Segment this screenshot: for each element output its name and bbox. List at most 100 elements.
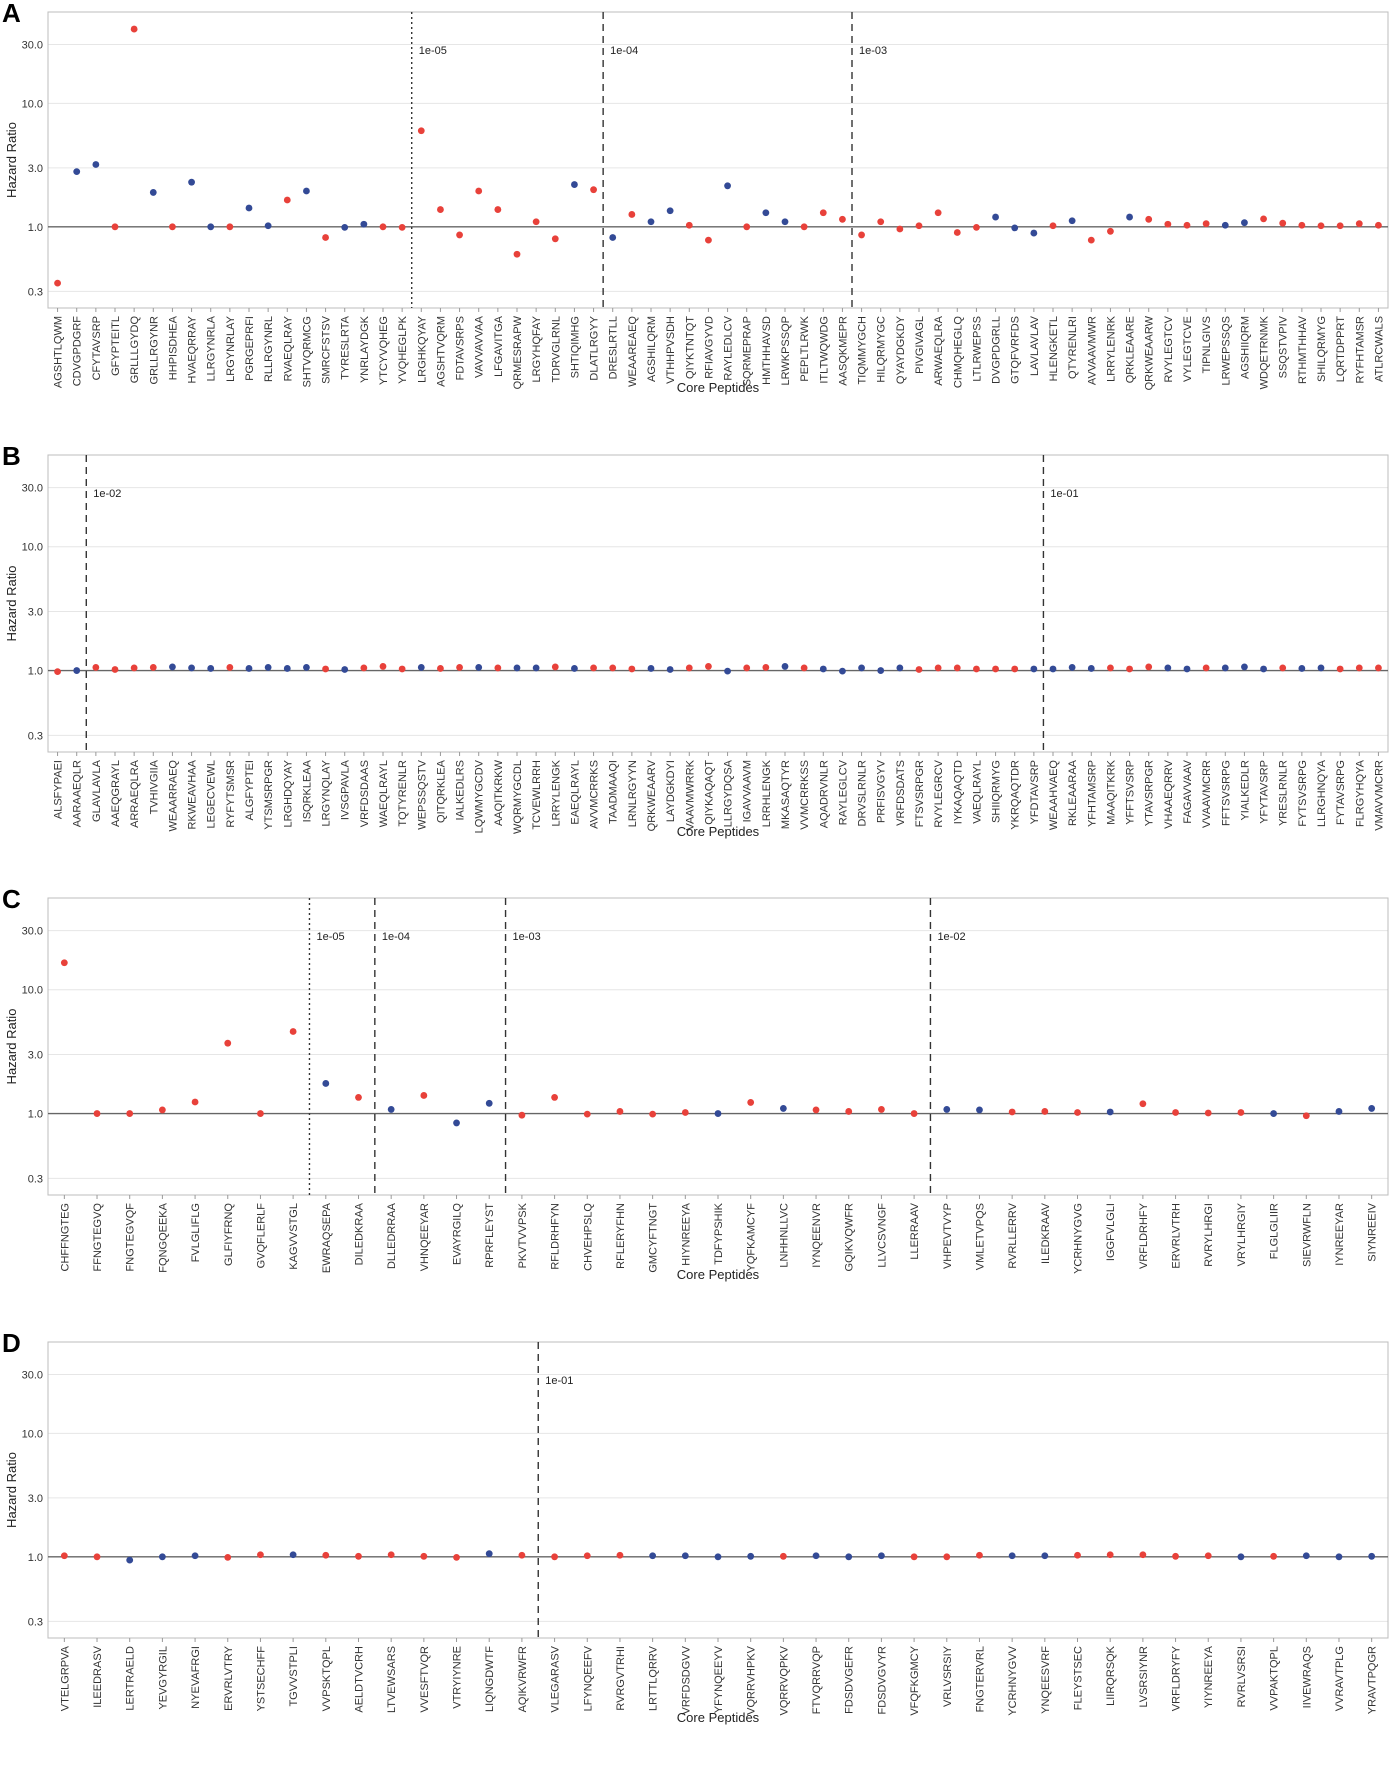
x-tick-label: WEAAHVAEQ [1048,760,1060,831]
y-axis-title: Hazard Ratio [4,122,19,198]
x-tick-label: LRWEPSSQS [1220,316,1232,386]
x-tick-label: LAYDGKDYI [665,760,677,822]
x-tick-label: EWRAQSEPA [321,1202,333,1273]
data-point-gvqflerlf [257,1110,264,1117]
x-tick-label: IYNQEENVR [811,1203,823,1268]
data-point-pgrgeprfi [245,204,253,212]
data-point-lrwepssqs [1221,221,1229,229]
data-point-ycrhnygvv [1008,1552,1016,1560]
data-point-vrfldrhfy [1139,1100,1147,1108]
data-point-vmletvpqs [976,1106,983,1114]
data-point-vhnqeeyar [420,1092,428,1099]
x-tick-label: SHTIQIMHG [569,316,581,378]
x-tick-label: VRLVSRSIY [942,1645,954,1707]
data-point-fngtervrl [976,1551,983,1559]
data-point-flglgliir [1270,1110,1278,1117]
x-tick-label: GQIKVQWFR [844,1203,856,1272]
data-point-vrfldryfy [1172,1552,1179,1560]
data-point-hhpisdhea [169,223,176,231]
threshold-label: 1e-04 [382,931,410,943]
x-tick-label: ATLRCWALS [1373,316,1385,382]
x-tick-label: PKVTVVPSK [517,1202,529,1268]
data-point-qrkweaarv [647,665,655,672]
x-tick-label: FNGTERVRL [974,1646,986,1712]
data-point-ycrhnygvg [1074,1109,1081,1116]
data-point-shilqrmyg [1317,222,1325,230]
x-tick-label: VHNQEEYAR [419,1203,431,1271]
x-tick-label: YNQEESVRF [1040,1646,1052,1714]
x-tick-label: FVLGLIFLG [190,1203,202,1262]
data-point-vvmcrrkss [800,664,808,672]
x-tick-label: QRKLEAARE [1125,316,1137,383]
y-axis-title: Hazard Ratio [4,1452,19,1528]
x-tick-label: ARRAEQLRA [129,759,141,828]
x-tick-label: QRKWEAARW [1144,315,1156,390]
data-point-vrlvsrsiy [943,1553,951,1561]
data-point-chvehpslq [583,1110,591,1118]
data-point-rayleglcv [839,667,846,675]
data-point-atlrcwals [1375,221,1382,229]
data-point-lrghkqyay [417,127,425,135]
data-point-avvmcrrks [590,664,597,672]
y-tick-label: 1.0 [28,666,43,678]
data-point-glavlavla [92,664,100,671]
x-tick-label: TIQMMYGCH [857,316,869,384]
x-tick-label: SMRCFSTSV [321,315,333,384]
data-point-yfftsvsrp [1126,665,1133,673]
data-point-tqtyrenlr [398,665,406,673]
y-tick-label: 10.0 [22,98,43,110]
x-tick-label: YIALKEDLR [1239,760,1251,821]
data-point-ytcyvqheg [379,223,387,231]
data-point-rkweavhaa [188,664,195,672]
data-point-ileedrasv [93,1553,101,1561]
data-point-iledkraav [1041,1108,1049,1115]
x-tick-label: QTYRENLRI [1067,316,1079,379]
x-tick-label: VTHHPVSDH [665,316,677,384]
data-point-rkleaaraa [1068,664,1076,671]
data-point-arraeqlra [130,664,138,672]
x-tick-label: VTELGRPVA [59,1645,71,1711]
data-point-vmavvmcrr [1375,664,1382,672]
data-point-lfynqeefv [583,1552,591,1560]
data-point-grllrgynr [149,189,157,196]
data-point-lrnlrgyyn [628,665,636,673]
data-point-aqikvrwfr [518,1551,526,1559]
data-point-hmthhavsd [762,209,770,217]
data-point-lrgyhqfay [532,218,540,226]
x-tick-label: RVYLEGRCV [933,759,945,827]
data-point-qiyktntqt [685,221,693,229]
data-point-chmqheglq [953,229,961,236]
x-tick-label: LFYNQEEFV [582,1645,594,1711]
data-point-yravtpqgr [1368,1552,1376,1560]
data-point-aaraaeqlr [73,667,81,674]
data-point-vtryiynre [453,1553,460,1561]
data-point-aaqitkrkw [494,664,502,672]
x-tick-label: FNGTEGVQF [125,1203,137,1272]
data-point-itltwqwdg [819,209,827,217]
threshold-label: 1e-03 [859,45,887,57]
data-point-lertraeld [126,1556,134,1564]
data-point-vrfdsdgvv [681,1552,689,1560]
data-point-flrgyhqya [1355,664,1363,672]
x-tick-label: RFLDRHFYN [550,1203,562,1270]
x-tick-label: VAAVMWRRK [684,759,696,830]
x-tick-label: YVQHEGLPK [397,315,409,384]
data-point-llrghnqya [1317,664,1325,672]
y-tick-label: 30.0 [22,1369,43,1381]
x-tick-label: VHAAEQRRV [1163,759,1175,829]
x-tick-label: RVRYLHRGI [1203,1203,1215,1267]
x-tick-label: GLAVLAVLA [91,759,103,822]
x-tick-label: AGSHILQRM [646,316,658,382]
data-point-hvaeqrray [188,178,195,186]
data-point-sqrmeprap [743,223,751,231]
data-point-legecvewl [207,665,215,672]
panel-letter: D [2,1328,21,1358]
data-point-taadmaaqi [609,664,617,672]
x-tick-label: YQFKAMCYF [746,1203,758,1272]
x-tick-label: EAEQLRAYL [569,760,581,825]
x-tick-label: GVQFLERLF [255,1203,267,1269]
x-tick-label: RFLERYFHN [615,1203,627,1269]
x-tick-label: RVRGVTRHI [615,1646,627,1711]
data-point-llerraav [910,1110,918,1117]
data-point-arwaeqlra [934,209,942,217]
